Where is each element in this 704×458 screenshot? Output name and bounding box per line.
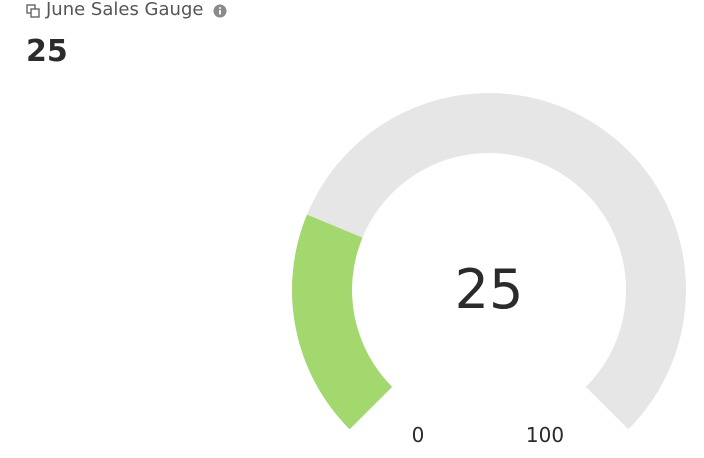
gauge-center-label: 25 xyxy=(455,258,524,321)
gauge-min-label: 0 xyxy=(412,423,425,447)
gauge-max-label: 100 xyxy=(526,423,564,447)
gauge-fill xyxy=(291,214,393,430)
widget-header: June Sales Gauge xyxy=(26,0,227,22)
summary-value: 25 xyxy=(26,34,68,69)
widget-title: June Sales Gauge xyxy=(46,0,204,20)
copy-icon[interactable] xyxy=(26,3,40,18)
gauge-track xyxy=(292,93,686,430)
info-icon[interactable] xyxy=(213,3,227,18)
